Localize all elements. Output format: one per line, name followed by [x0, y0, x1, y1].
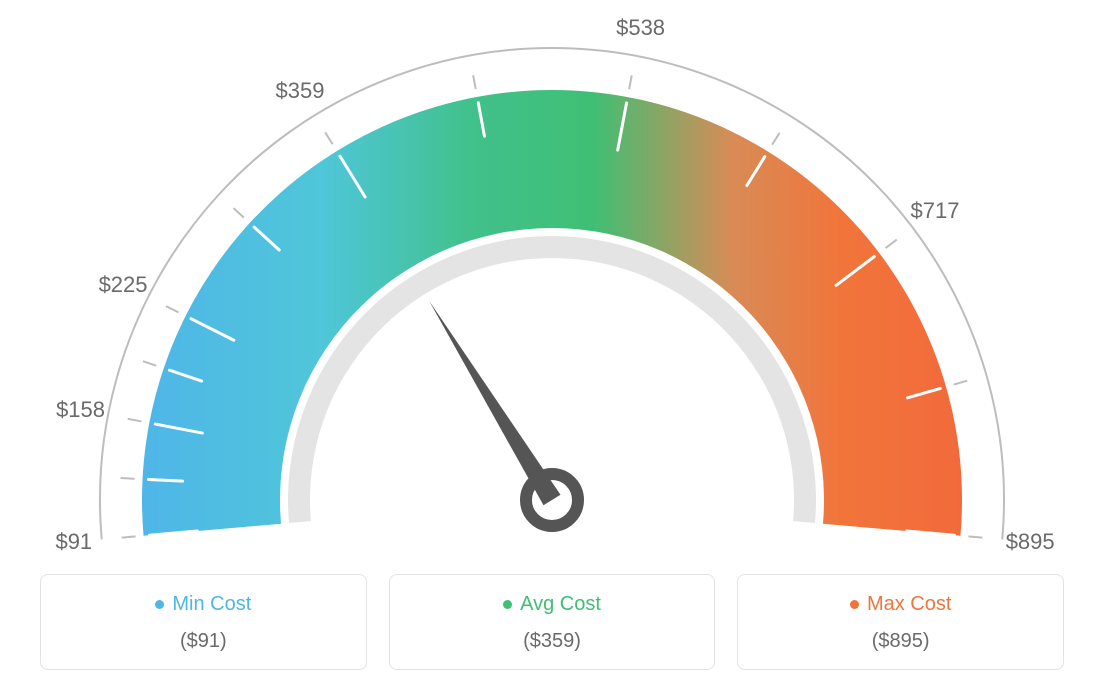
legend-title-text: Avg Cost [520, 593, 601, 616]
legend-title-text: Min Cost [172, 593, 251, 616]
dot-icon [503, 600, 512, 609]
legend-card-max: Max Cost ($895) [737, 574, 1064, 670]
legend-title-max: Max Cost [850, 593, 951, 616]
dot-icon [850, 600, 859, 609]
legend-title-avg: Avg Cost [503, 593, 601, 616]
legend-title-min: Min Cost [155, 593, 251, 616]
gauge-tick-label: $225 [99, 272, 148, 298]
gauge-svg [0, 0, 1104, 560]
legend-row: Min Cost ($91) Avg Cost ($359) Max Cost … [0, 574, 1104, 670]
gauge-tick-label: $717 [911, 198, 960, 224]
legend-title-text: Max Cost [867, 593, 951, 616]
legend-value-max: ($895) [748, 630, 1053, 653]
gauge-tick-label: $158 [56, 397, 105, 423]
cost-gauge-chart: $91 $158 $225 $359 $538 $717 $895 [0, 0, 1104, 560]
gauge-tick-label: $91 [55, 529, 92, 555]
legend-card-min: Min Cost ($91) [40, 574, 367, 670]
gauge-tick-label: $538 [616, 15, 665, 41]
dot-icon [155, 600, 164, 609]
legend-value-avg: ($359) [400, 630, 705, 653]
gauge-tick-label: $895 [1006, 529, 1055, 555]
legend-card-avg: Avg Cost ($359) [389, 574, 716, 670]
gauge-tick-label: $359 [276, 78, 325, 104]
legend-value-min: ($91) [51, 630, 356, 653]
